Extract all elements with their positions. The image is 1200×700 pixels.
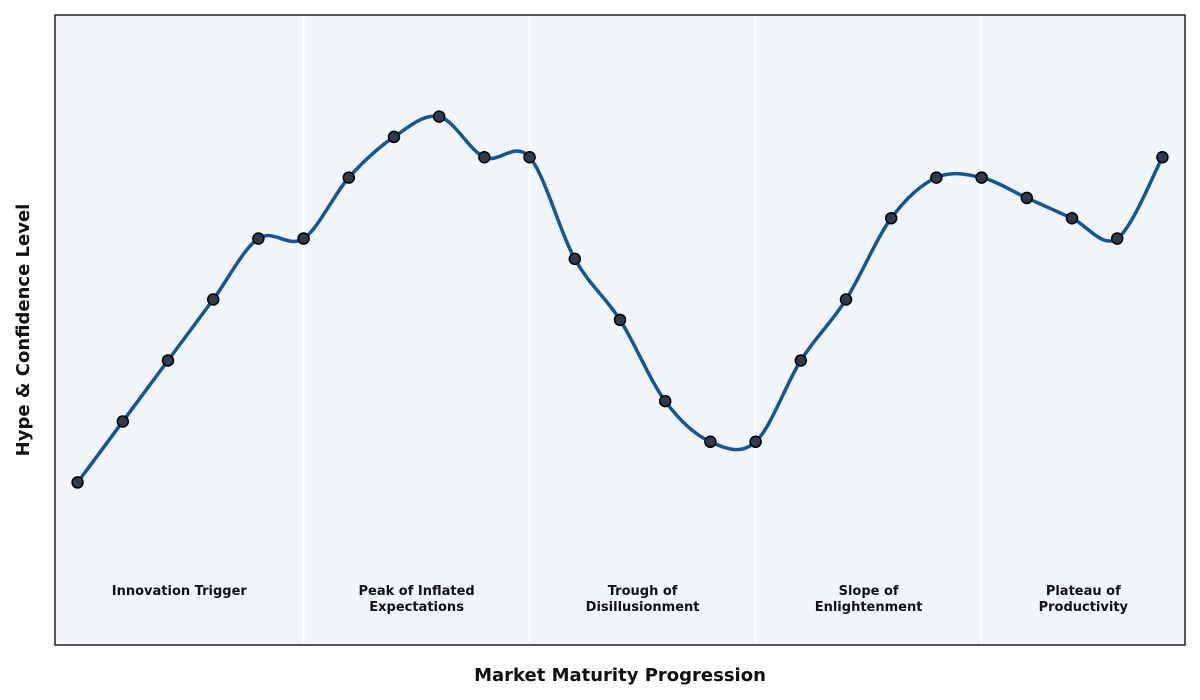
x-axis-title: Market Maturity Progression (474, 665, 766, 686)
data-point (161, 354, 175, 367)
data-point (432, 110, 446, 123)
phase-label-line: Slope of (839, 584, 899, 599)
phase-label-line: Trough of (608, 584, 678, 599)
y-axis-title: Hype & Confidence Level (13, 204, 34, 457)
data-point (116, 415, 130, 428)
phase-label: Trough of Disillusionment (586, 584, 700, 615)
phase-label: Peak of Inflated Expectations (358, 584, 474, 615)
data-point (568, 252, 582, 266)
data-point (749, 435, 762, 449)
data-point (387, 130, 401, 144)
phase-label-line: Productivity (1039, 600, 1129, 615)
data-point (658, 394, 672, 408)
data-point (1020, 191, 1034, 205)
data-point (839, 293, 853, 306)
phase-label-line: Plateau of (1046, 584, 1121, 599)
data-point (1110, 232, 1124, 245)
data-point (930, 171, 943, 184)
data-point (297, 232, 310, 245)
phase-label: Plateau of Productivity (1039, 584, 1129, 615)
data-point (975, 171, 988, 184)
data-point (884, 211, 898, 225)
phase-dividers (302, 15, 983, 645)
data-points (71, 110, 1169, 489)
plot-background (55, 15, 1185, 645)
phase-label-line: Peak of Inflated (358, 584, 474, 599)
data-point (704, 435, 717, 449)
phase-label-line: Innovation Trigger (112, 584, 248, 599)
data-point (252, 232, 265, 245)
data-point (206, 293, 220, 306)
phase-label: Innovation Trigger (112, 584, 248, 599)
plot-frame (54, 14, 1186, 646)
data-point (523, 151, 536, 164)
data-point (613, 313, 627, 327)
phase-label-line: Enlightenment (815, 600, 923, 615)
phase-label: Slope of Enlightenment (815, 584, 923, 615)
data-point (342, 171, 356, 184)
data-point (71, 476, 84, 489)
phase-label-line: Disillusionment (586, 600, 700, 615)
data-point (1065, 211, 1079, 225)
data-point (478, 151, 491, 164)
data-point (1156, 151, 1169, 164)
data-point (794, 354, 808, 367)
phase-label-line: Expectations (369, 600, 464, 615)
phase-labels: Innovation Trigger Peak of Inflated Expect… (112, 584, 1129, 615)
